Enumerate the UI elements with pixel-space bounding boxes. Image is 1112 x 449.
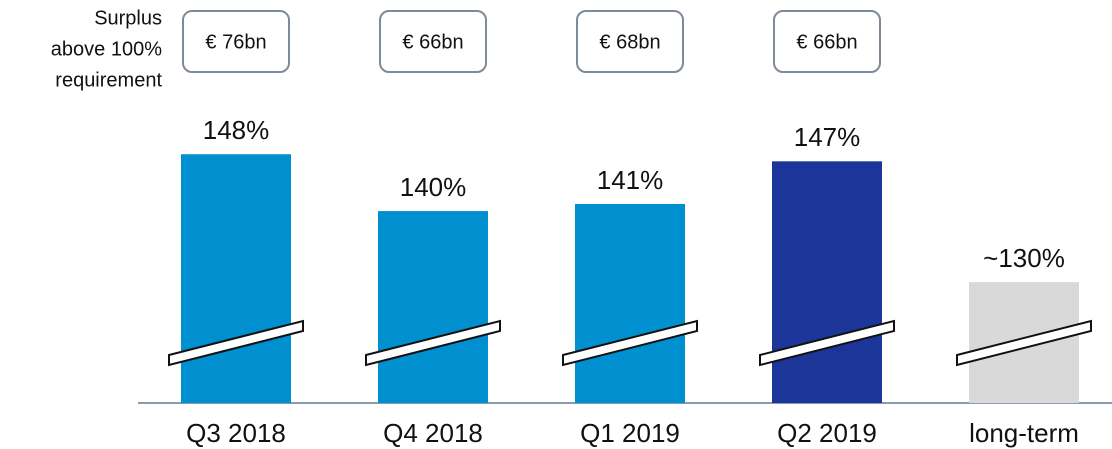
value-label: ~130% (983, 243, 1065, 273)
axis-break (562, 319, 698, 367)
axis-break (168, 319, 304, 367)
x-tick-label: Q2 2019 (777, 418, 877, 448)
axis-break (956, 319, 1092, 367)
surplus-label: requirement (55, 69, 162, 91)
surplus-value: € 66bn (402, 31, 463, 53)
x-tick-label: long-term (969, 418, 1079, 448)
bar (575, 203, 685, 403)
bar (772, 161, 882, 403)
value-label: 141% (597, 165, 664, 195)
x-tick-label: Q1 2019 (580, 418, 680, 448)
bar (181, 154, 291, 403)
axis-break (365, 319, 501, 367)
surplus-value: € 68bn (599, 31, 660, 53)
surplus-box (379, 10, 487, 73)
surplus-box (576, 10, 684, 73)
x-tick-label: Q3 2018 (186, 418, 286, 448)
value-label: 147% (794, 122, 861, 152)
value-label: 148% (203, 115, 270, 145)
surplus-value: € 66bn (796, 31, 857, 53)
axis-break (759, 319, 895, 367)
surplus-box (182, 10, 290, 73)
surplus-label: above 100% (51, 38, 162, 60)
bar (378, 211, 488, 403)
x-tick-label: Q4 2018 (383, 418, 483, 448)
surplus-box (773, 10, 881, 73)
surplus-label: Surplus (94, 7, 162, 29)
value-label: 140% (400, 172, 467, 202)
surplus-value: € 76bn (205, 31, 266, 53)
